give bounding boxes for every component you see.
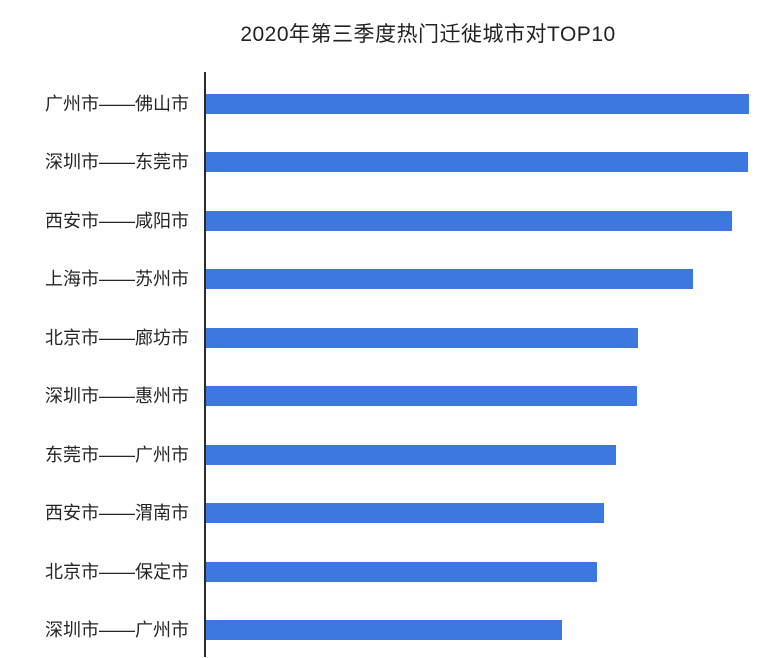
- bar: [205, 210, 732, 231]
- bar: [205, 386, 637, 407]
- bar: [205, 561, 597, 582]
- category-label: 深圳市——惠州市: [45, 386, 189, 407]
- category-label: 北京市——保定市: [45, 561, 189, 582]
- bar: [205, 444, 616, 465]
- category-label: 上海市——苏州市: [45, 269, 189, 290]
- bar: [205, 327, 638, 348]
- y-axis-line: [204, 72, 206, 657]
- category-label: 西安市——咸阳市: [45, 210, 189, 231]
- bar: [205, 269, 693, 290]
- category-label: 深圳市——广州市: [45, 620, 189, 641]
- category-label: 深圳市——东莞市: [45, 152, 189, 173]
- category-label: 北京市——廊坊市: [45, 327, 189, 348]
- bar: [205, 620, 562, 641]
- bar: [205, 503, 604, 524]
- bar: [205, 94, 749, 114]
- category-label: 西安市——渭南市: [45, 503, 189, 524]
- category-label: 广州市——佛山市: [45, 94, 189, 114]
- category-label: 东莞市——广州市: [45, 444, 189, 465]
- chart-title: 2020年第三季度热门迁徙城市对TOP10: [240, 23, 616, 46]
- bar: [205, 152, 748, 173]
